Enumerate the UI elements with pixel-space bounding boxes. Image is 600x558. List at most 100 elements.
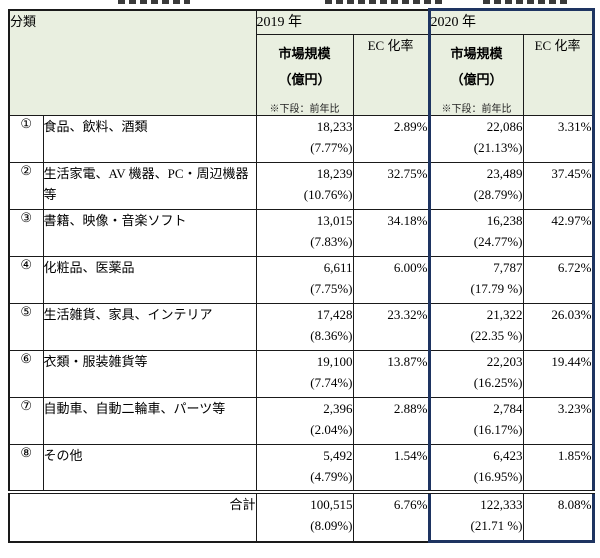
row-number: ⑥ [8,350,44,398]
market-value: 18,239 [316,166,353,181]
ec-rate-2020: 3.31% [522,115,595,163]
yoy-value: (7.83%) [310,234,353,249]
market-size-label: 市場規模 [278,46,331,61]
market-value: 2,784 [493,401,523,416]
yoy-value: (10.76%) [303,187,353,202]
table-row: ③ 書籍、映像・音楽ソフト 13,015 (7.83%) 34.18% 16,2… [8,209,595,257]
ec-rate-2019: 2.89% [352,115,430,163]
market-2020: 23,489 (28.79%) [427,162,524,210]
market-size-note: ※下段：前年比 [269,104,340,115]
yoy-value: (16.95%) [473,469,523,484]
market-value: 6,423 [493,448,523,463]
table-row: ④ 化粧品、医薬品 6,611 (7.75%) 6.00% 7,787 (17.… [8,256,595,304]
row-category: 化粧品、医薬品 [42,256,257,304]
row-category: 書籍、映像・音楽ソフト [42,209,257,257]
market-value: 100,515 [310,496,353,512]
ec-rate-2019: 6.00% [352,256,430,304]
yoy-value: (21.71 %) [470,517,523,533]
market-size-note: ※下段：前年比 [441,104,512,115]
yoy-value: (22.35 %) [470,328,523,343]
yoy-value: (4.79%) [310,469,353,484]
market-value: 122,333 [480,496,523,512]
market-2019: 2,396 (2.04%) [255,397,354,445]
market-size-unit: （億円） [278,72,331,87]
cropped-title-fragment [118,0,190,4]
ec-rate-2020: 1.85% [522,444,595,492]
yoy-value: (24.77%) [473,234,523,249]
market-value: 23,489 [486,166,523,181]
yoy-value: (17.79 %) [470,281,523,296]
market-2020: 21,322 (22.35 %) [427,303,524,351]
market-2019: 13,015 (7.83%) [255,209,354,257]
cropped-title-fragment [483,0,571,4]
ec-rate-2019: 13.87% [352,350,430,398]
market-value: 17,428 [316,307,353,322]
ec-rate-2020: 42.97% [522,209,595,257]
table-row: ① 食品、飲料、酒類 18,233 (7.77%) 2.89% 22,086 (… [8,115,595,163]
ec-rate-2019: 34.18% [352,209,430,257]
ec-rate-2020: 19.44% [522,350,595,398]
header-category: 分類 [8,9,257,116]
yoy-value: (28.79%) [473,187,523,202]
row-number: ④ [8,256,44,304]
total-market-2020: 122,333 (21.71 %) [427,489,524,543]
market-size-unit: （億円） [450,72,503,87]
ec-rate-2019: 23.32% [352,303,430,351]
header-market-size-2019: 市場規模 （億円） ※下段：前年比 [255,34,354,116]
header-ec-rate-2019: EC 化率 [352,34,430,116]
market-2020: 16,238 (24.77%) [427,209,524,257]
table-row: ⑧ その他 5,492 (4.79%) 1.54% 6,423 (16.95%)… [8,444,595,492]
ec-rate-2019: 1.54% [352,444,430,492]
market-2019: 19,100 (7.74%) [255,350,354,398]
total-market-2019: 100,515 (8.09%) [255,489,354,542]
table-row: ⑦ 自動車、自動二輪車、パーツ等 2,396 (2.04%) 2.88% 2,7… [8,397,595,445]
ec-rate-2019: 2.88% [352,397,430,445]
total-label: 合計 [8,489,257,542]
market-value: 18,233 [316,119,353,134]
market-value: 19,100 [316,354,353,369]
ec-rate-2020: 3.23% [522,397,595,445]
header-year-2019: 2019 年 [255,9,430,35]
yoy-value: (16.17%) [473,422,523,437]
row-number: ① [8,115,44,163]
market-2020: 22,203 (16.25%) [427,350,524,398]
row-number: ⑦ [8,397,44,445]
header-row-years: 分類 2019 年 2020 年 [8,8,595,116]
row-category: 衣類・服装雑貨等 [42,350,257,398]
yoy-value: (8.36%) [310,328,353,343]
market-value: 22,086 [486,119,523,134]
market-size-label: 市場規模 [450,46,503,61]
row-number: ③ [8,209,44,257]
ec-market-table: 分類 2019 年 2020 年 市場規模 （億円） ※下段：前年比 EC 化率… [8,8,595,543]
market-2019: 5,492 (4.79%) [255,444,354,492]
header-market-size-2020: 市場規模 （億円） ※下段：前年比 [427,34,524,116]
yoy-value: (16.25%) [473,375,523,390]
header-year-2020: 2020 年 [427,8,595,35]
market-value: 6,611 [323,260,353,275]
ec-rate-2020: 37.45% [522,162,595,210]
market-2019: 18,233 (7.77%) [255,115,354,163]
total-ec-rate-2020: 8.08% [522,489,595,543]
row-category: 生活家電、AV 機器、PC・周辺機器等 [42,162,257,210]
market-value: 16,238 [486,213,523,228]
market-2019: 18,239 (10.76%) [255,162,354,210]
market-value: 7,787 [493,260,523,275]
yoy-value: (7.77%) [310,140,353,155]
yoy-value: (2.04%) [310,422,353,437]
yoy-value: (8.09%) [310,517,353,533]
yoy-value: (21.13%) [473,140,523,155]
market-2019: 6,611 (7.75%) [255,256,354,304]
row-number: ⑤ [8,303,44,351]
ec-rate-2019: 32.75% [352,162,430,210]
table-row: ② 生活家電、AV 機器、PC・周辺機器等 18,239 (10.76%) 32… [8,162,595,210]
market-2020: 22,086 (21.13%) [427,115,524,163]
market-2020: 6,423 (16.95%) [427,444,524,492]
market-value: 13,015 [316,213,353,228]
row-number: ② [8,162,44,210]
row-number: ⑧ [8,444,44,492]
row-category: 生活雑貨、家具、インテリア [42,303,257,351]
market-2020: 2,784 (16.17%) [427,397,524,445]
yoy-value: (7.74%) [310,375,353,390]
ec-rate-2020: 26.03% [522,303,595,351]
